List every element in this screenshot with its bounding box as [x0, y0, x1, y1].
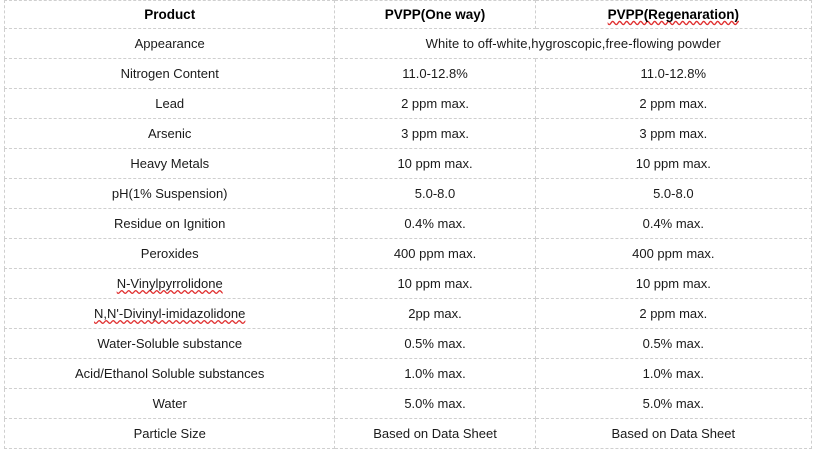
cell-one-way: 2pp max. — [334, 298, 536, 329]
cell-product: Acid/Ethanol Soluble substances — [3, 358, 336, 389]
cell-one-way: 3 ppm max. — [334, 118, 536, 149]
cell-one-way: 400 ppm max. — [334, 238, 536, 269]
cell-one-way: Based on Data Sheet — [334, 418, 536, 449]
cell-product: Lead — [3, 88, 336, 119]
cell-regeneration: 0.4% max. — [534, 208, 813, 239]
cell-product-label: N-Vinylpyrrolidone — [116, 276, 223, 291]
cell-one-way: 0.5% max. — [334, 328, 536, 359]
table-row: N-Vinylpyrrolidone 10 ppm max. 10 ppm max. — [3, 268, 813, 299]
cell-product: Arsenic — [3, 118, 336, 149]
table-row: Arsenic 3 ppm max. 3 ppm max. — [3, 118, 813, 149]
table-row: Lead 2 ppm max. 2 ppm max. — [3, 88, 813, 119]
cell-regeneration: 2 ppm max. — [534, 298, 813, 329]
cell-product: Appearance — [3, 28, 336, 59]
table-row: pH(1% Suspension) 5.0-8.0 5.0-8.0 — [3, 178, 813, 209]
cell-regeneration: 10 ppm max. — [534, 268, 813, 299]
cell-product: pH(1% Suspension) — [3, 178, 336, 209]
cell-regeneration: 3 ppm max. — [534, 118, 813, 149]
table-row: Water 5.0% max. 5.0% max. — [3, 388, 813, 419]
cell-product: Nitrogen Content — [3, 58, 336, 89]
cell-one-way: 2 ppm max. — [334, 88, 536, 119]
cell-one-way: 5.0% max. — [334, 388, 536, 419]
cell-regeneration: 0.5% max. — [534, 328, 813, 359]
cell-product: Water-Soluble substance — [3, 328, 336, 359]
column-header-product: Product — [3, 0, 336, 29]
column-header-pvpp-one-way: PVPP(One way) — [334, 0, 536, 29]
column-header-pvpp-regeneration-label: PVPP(Regenaration) — [607, 7, 739, 22]
table-row: Appearance White to off-white,hygroscopic… — [3, 28, 812, 59]
cell-product: Heavy Metals — [3, 148, 336, 179]
table-row: Peroxides 400 ppm max. 400 ppm max. — [3, 238, 813, 269]
cell-product: N-Vinylpyrrolidone — [3, 268, 336, 299]
table-row: N,N'-Divinyl-imidazolidone 2pp max. 2 ppm … — [3, 298, 813, 329]
table-body: Appearance White to off-white,hygroscopic… — [3, 28, 813, 449]
table-row: Residue on Ignition 0.4% max. 0.4% max. — [3, 208, 813, 239]
table-row: Heavy Metals 10 ppm max. 10 ppm max. — [3, 148, 813, 179]
table-row: Nitrogen Content 11.0-12.8% 11.0-12.8% — [3, 58, 813, 89]
cell-product: Residue on Ignition — [3, 208, 336, 239]
cell-regeneration: 1.0% max. — [534, 358, 813, 389]
cell-regeneration: 5.0-8.0 — [534, 178, 813, 209]
product-specification-table: Product PVPP(One way) PVPP(Regenaration)… — [3, 0, 813, 449]
cell-regeneration: 11.0-12.8% — [534, 58, 813, 89]
cell-regeneration: 2 ppm max. — [534, 88, 813, 119]
table-row: Particle Size Based on Data Sheet Based on… — [3, 418, 813, 449]
cell-product: Water — [3, 388, 336, 419]
table-header: Product PVPP(One way) PVPP(Regenaration) — [3, 0, 813, 29]
cell-product-label: N,N'-Divinyl-imidazolidone — [94, 306, 246, 321]
cell-one-way: 0.4% max. — [334, 208, 536, 239]
cell-appearance-merged: White to off-white,hygroscopic,free-flow… — [334, 28, 812, 59]
table-row: Water-Soluble substance 0.5% max. 0.5% max… — [3, 328, 813, 359]
cell-product: Particle Size — [3, 418, 336, 449]
cell-one-way: 10 ppm max. — [334, 268, 536, 299]
cell-regeneration: 10 ppm max. — [534, 148, 813, 179]
cell-product: Peroxides — [3, 238, 336, 269]
table-row: Acid/Ethanol Soluble substances 1.0% max.… — [3, 358, 813, 389]
cell-product: N,N'-Divinyl-imidazolidone — [3, 298, 336, 329]
cell-one-way: 10 ppm max. — [334, 148, 536, 179]
column-header-pvpp-regeneration: PVPP(Regenaration) — [534, 0, 813, 29]
cell-regeneration: 5.0% max. — [534, 388, 813, 419]
cell-regeneration: Based on Data Sheet — [534, 418, 813, 449]
cell-regeneration: 400 ppm max. — [534, 238, 813, 269]
cell-one-way: 5.0-8.0 — [334, 178, 536, 209]
cell-one-way: 11.0-12.8% — [334, 58, 536, 89]
cell-one-way: 1.0% max. — [334, 358, 536, 389]
table-header-row: Product PVPP(One way) PVPP(Regenaration) — [3, 0, 813, 29]
